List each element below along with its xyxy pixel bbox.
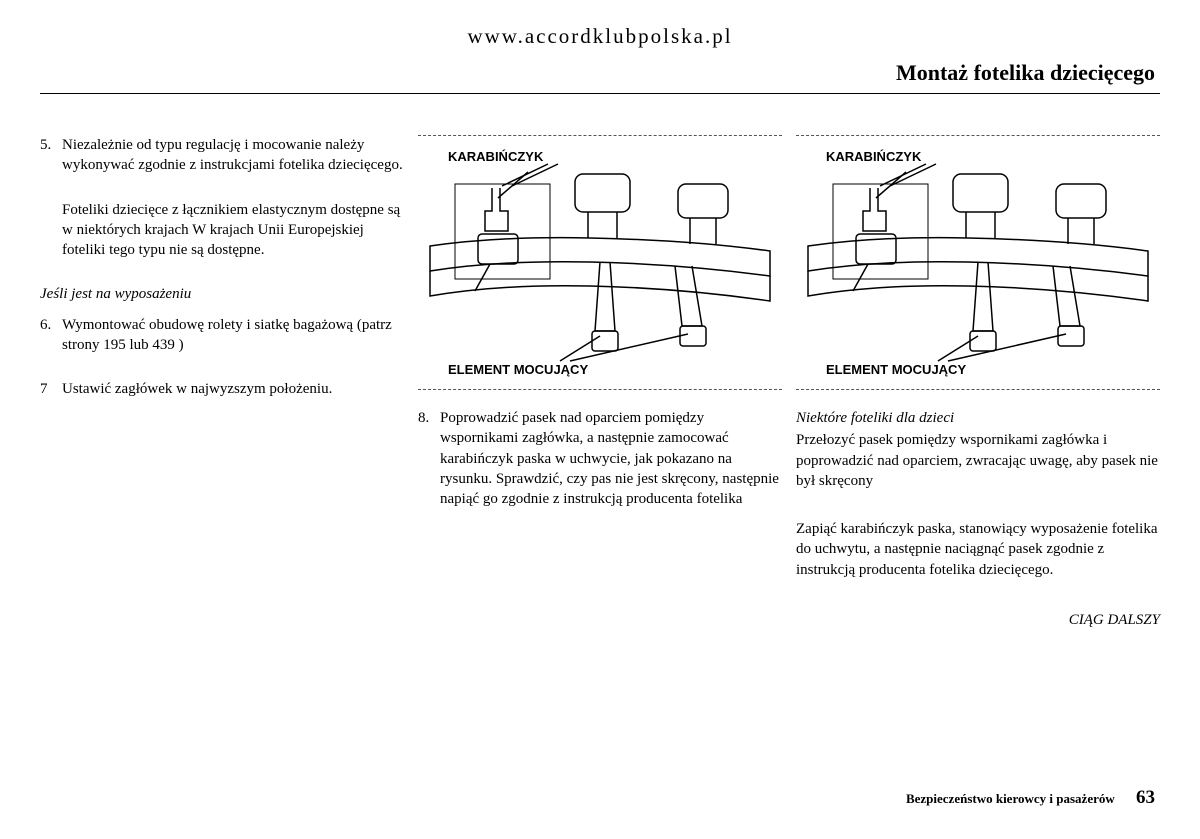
col3-para1: Przełozyć pasek pomiędzy wspornikami zag… — [796, 430, 1160, 491]
figure-right: KARABIŃCZYK — [796, 135, 1160, 390]
watermark-url: www.accordklubpolska.pl — [0, 24, 1200, 49]
step-8-text: Poprowadzić pasek nad oparciem pomiędzy … — [440, 408, 782, 509]
col3-para2: Zapiąć karabińczyk paska, stanowiący wyp… — [796, 519, 1160, 580]
step-6-text: Wymontować obudowę rolety i siatkę bagaż… — [62, 315, 404, 356]
figure-label-anchor-2: ELEMENT MOCUJĄCY — [826, 361, 966, 379]
subheading-equipment: Jeśli jest na wyposażeniu — [40, 284, 404, 304]
step-7-number: 7 — [40, 379, 62, 399]
seat-diagram-right — [796, 156, 1160, 366]
step-5-para2-wrap: Foteliki dziecięce z łącznikiem elastycz… — [40, 200, 404, 261]
title-underline — [40, 93, 1160, 94]
figure-middle: KARABIŃCZYK — [418, 135, 782, 390]
step-5-text: Niezależnie od typu regulację i mocowani… — [62, 135, 404, 176]
page-title: Montaż fotelika dziecięcego — [896, 60, 1155, 86]
step-6-number: 6. — [40, 315, 62, 356]
step-7: 7 Ustawić zagłówek w najwyzszym położeni… — [40, 379, 404, 399]
step-8-number: 8. — [418, 408, 440, 509]
content-columns: 5. Niezależnie od typu regulację i mocow… — [40, 135, 1160, 630]
subheading-some-seats: Niektóre foteliki dla dzieci — [796, 408, 1160, 428]
page-footer: Bezpieczeństwo kierowcy i pasażerów 63 — [906, 787, 1155, 809]
step-5-para2: Foteliki dziecięce z łącznikiem elastycz… — [62, 200, 404, 261]
footer-section: Bezpieczeństwo kierowcy i pasażerów — [906, 791, 1115, 806]
seat-diagram-middle — [418, 156, 782, 366]
column-left: 5. Niezależnie od typu regulację i mocow… — [40, 135, 404, 630]
column-right: KARABIŃCZYK — [796, 135, 1160, 630]
step-8: 8. Poprowadzić pasek nad oparciem pomięd… — [418, 408, 782, 509]
step-7-text: Ustawić zagłówek w najwyzszym położeniu. — [62, 379, 404, 399]
step-5-number: 5. — [40, 135, 62, 176]
continued-label: CIĄG DALSZY — [796, 610, 1160, 630]
figure-label-anchor: ELEMENT MOCUJĄCY — [448, 361, 588, 379]
page-number: 63 — [1136, 787, 1155, 808]
step-5: 5. Niezależnie od typu regulację i mocow… — [40, 135, 404, 176]
column-middle: KARABIŃCZYK — [418, 135, 782, 630]
step-6: 6. Wymontować obudowę rolety i siatkę ba… — [40, 315, 404, 356]
